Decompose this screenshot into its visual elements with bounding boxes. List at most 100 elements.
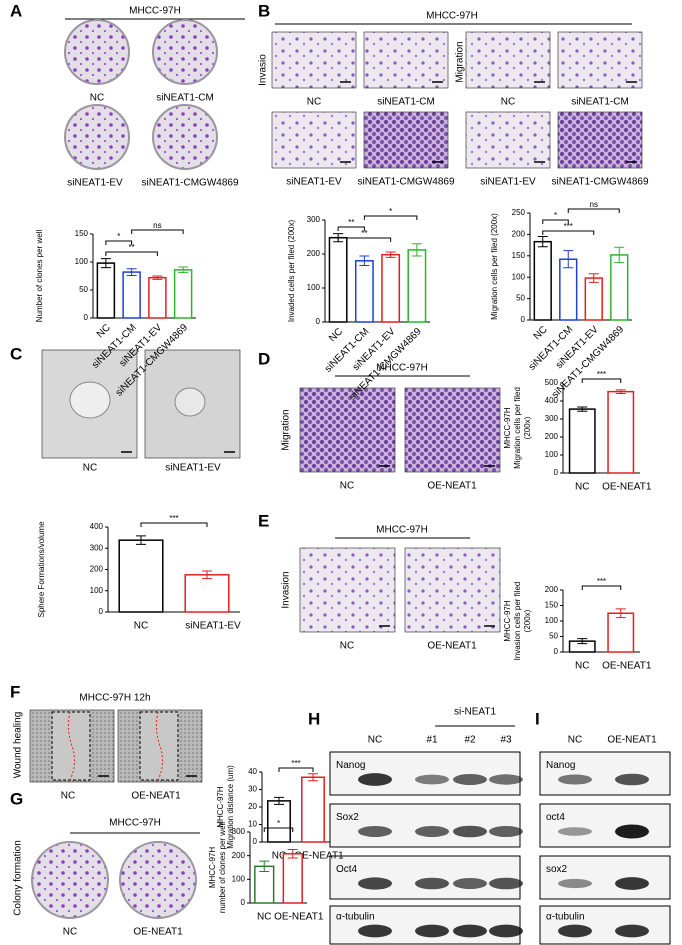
side-label: Migration xyxy=(281,409,292,450)
bar xyxy=(328,236,348,323)
culture-plate xyxy=(64,19,130,85)
label: si-NEAT1 xyxy=(454,707,496,718)
y-tick-label: 200 xyxy=(232,851,246,860)
error-bar xyxy=(274,796,284,805)
blot-label: α-tubulin xyxy=(546,912,585,923)
error-bar xyxy=(259,860,270,873)
bar xyxy=(607,612,635,653)
band xyxy=(415,924,449,938)
y-tick-label: 300 xyxy=(545,414,559,423)
y-axis-label: Sphere Formations/volume xyxy=(37,521,46,618)
y-tick-label: 100 xyxy=(307,283,321,292)
error-bar xyxy=(577,638,588,645)
error-bar xyxy=(411,243,422,257)
blot-label: Sox2 xyxy=(336,812,359,823)
band xyxy=(358,773,392,786)
side-label: Invasio xyxy=(258,54,269,86)
image-label: siNEAT1-CM xyxy=(571,97,629,108)
micrograph xyxy=(363,111,449,169)
y-axis-label: Invasion cells per filed xyxy=(513,582,522,661)
panel-letter: I xyxy=(535,709,540,728)
image-label: siNEAT1-EV xyxy=(165,463,221,474)
micrograph xyxy=(465,31,551,89)
y-tick-label: 300 xyxy=(232,827,246,836)
x-tick-label: NC xyxy=(532,324,550,342)
band xyxy=(489,826,523,837)
x-tick-label: NC xyxy=(327,326,345,344)
band xyxy=(558,878,592,889)
side-label: Migration xyxy=(455,41,466,82)
error-bar xyxy=(537,236,548,248)
image-label: siNEAT1-EV xyxy=(286,177,342,188)
error-bar xyxy=(614,246,625,264)
blot-frame xyxy=(329,855,521,900)
y-tick-label: 10 xyxy=(248,820,257,829)
y-tick-label: 400 xyxy=(545,396,559,405)
x-tick-label: NC xyxy=(272,851,286,862)
y-tick-label: 0 xyxy=(316,317,321,326)
panel-letter: F xyxy=(10,682,20,701)
blot-label: Nanog xyxy=(546,760,575,771)
error-bar xyxy=(588,273,599,283)
error-bar xyxy=(126,268,137,276)
bar xyxy=(381,253,401,323)
y-tick-label: 100 xyxy=(75,257,89,266)
band xyxy=(615,877,649,890)
y-tick-label: 100 xyxy=(545,616,559,625)
bar xyxy=(533,240,552,321)
bar xyxy=(607,390,635,474)
bar xyxy=(118,539,164,613)
error-bar xyxy=(178,266,189,274)
label: MHCC-97H xyxy=(426,11,478,22)
image-label: NC xyxy=(83,463,97,474)
significance-label: * xyxy=(554,211,557,220)
micrograph xyxy=(271,31,357,89)
y-tick-label: 20 xyxy=(248,802,257,811)
x-tick-label: OE-NEAT1 xyxy=(274,912,324,923)
y-tick-label: 200 xyxy=(545,432,559,441)
side-label: Invasion xyxy=(281,571,292,608)
significance-bracket xyxy=(363,215,418,220)
significance-bracket xyxy=(263,827,294,832)
y-tick-label: 300 xyxy=(90,543,104,552)
label: MHCC-97H xyxy=(376,363,428,374)
blot-label: oct4 xyxy=(546,812,565,823)
error-bar xyxy=(359,255,370,267)
blot-label: Oct4 xyxy=(336,864,358,875)
image-label: siNEAT1-EV xyxy=(67,178,123,189)
band xyxy=(489,924,523,938)
y-axis-label: Number of clones per well xyxy=(35,230,44,323)
side-label: Colony formation xyxy=(13,840,24,916)
y-axis-label: MHCC-97H xyxy=(503,600,512,642)
wound-border xyxy=(139,711,179,781)
image-label: NC xyxy=(501,97,515,108)
significance-bracket xyxy=(105,240,133,245)
lane-label: #3 xyxy=(500,735,512,746)
significance-bracket xyxy=(567,208,620,213)
y-tick-label: 30 xyxy=(248,785,257,794)
bar xyxy=(282,853,303,904)
x-tick-label: OE-NEAT1 xyxy=(602,482,652,493)
y-axis-label: Migration cells per filed xyxy=(513,387,522,469)
image-label: OE-NEAT1 xyxy=(427,481,477,492)
significance-label: ns xyxy=(153,221,161,230)
significance-label: * xyxy=(389,207,392,216)
panel-letter: D xyxy=(258,349,270,368)
x-tick-label: OE-NEAT1 xyxy=(294,851,344,862)
y-axis-label: MHCC-97H xyxy=(208,847,217,889)
bar xyxy=(559,258,578,321)
error-bar xyxy=(385,251,396,258)
y-tick-label: 500 xyxy=(545,378,559,387)
band xyxy=(489,877,523,890)
error-bar xyxy=(287,849,298,859)
significance-bracket xyxy=(581,378,622,383)
panel-letter: H xyxy=(308,709,320,728)
blot-label: Nanog xyxy=(336,760,365,771)
blot-frame xyxy=(329,905,521,945)
error-bar xyxy=(563,250,574,269)
bar xyxy=(122,271,141,319)
panel-letter: G xyxy=(10,789,23,808)
micrograph xyxy=(363,31,449,89)
blot-frame xyxy=(539,905,671,945)
lane-label: NC xyxy=(568,735,582,746)
